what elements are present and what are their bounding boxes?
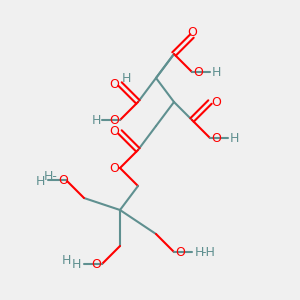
Text: O: O <box>211 131 221 145</box>
Text: H: H <box>91 113 101 127</box>
Text: H: H <box>36 175 45 188</box>
Text: O: O <box>187 26 197 40</box>
Text: H: H <box>211 65 221 79</box>
Text: O: O <box>211 95 221 109</box>
Text: O: O <box>175 245 185 259</box>
Text: O: O <box>109 113 119 127</box>
Text: H: H <box>195 245 204 259</box>
Text: O: O <box>109 125 119 139</box>
Text: O: O <box>109 161 119 175</box>
Text: H: H <box>61 254 71 268</box>
Text: O: O <box>91 257 101 271</box>
Text: H: H <box>121 71 131 85</box>
Text: O: O <box>58 173 68 187</box>
Text: H: H <box>72 257 81 271</box>
Text: O: O <box>109 77 119 91</box>
Text: -H: -H <box>202 245 215 259</box>
Text: H-: H- <box>44 170 58 184</box>
Text: H: H <box>229 131 239 145</box>
Text: O: O <box>193 65 203 79</box>
